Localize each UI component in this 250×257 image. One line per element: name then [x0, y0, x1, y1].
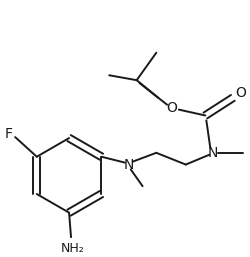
- Text: NH₂: NH₂: [61, 242, 85, 255]
- Text: O: O: [166, 101, 177, 115]
- Text: O: O: [235, 86, 246, 100]
- Text: N: N: [208, 146, 218, 160]
- Text: F: F: [4, 127, 12, 141]
- Text: N: N: [124, 158, 134, 172]
